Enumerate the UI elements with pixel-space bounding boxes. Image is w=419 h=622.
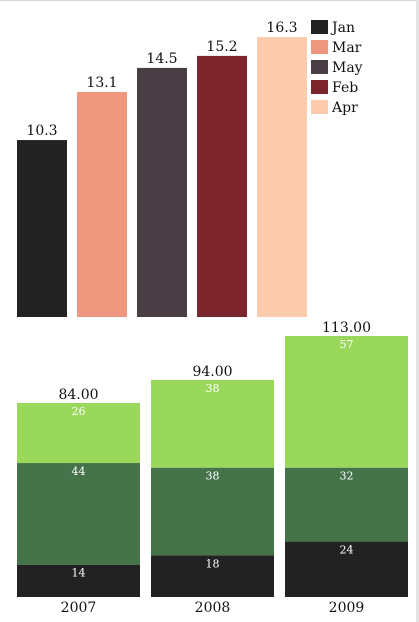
x-tick-2007: 2007 [61, 600, 97, 616]
legend-label-feb: Feb [332, 80, 358, 96]
bar-chart-months: 10.3 13.1 14.5 15.2 16.3 [17, 20, 307, 318]
top-border [0, 0, 419, 1]
data-label-mar: 13.1 [86, 75, 117, 91]
legend-label-jan: Jan [330, 20, 355, 36]
legend-swatch-apr [311, 100, 328, 114]
data-label-apr: 16.3 [266, 20, 297, 36]
legend-swatch-mar [311, 40, 328, 54]
total-label-2009: 113.00 [322, 320, 371, 336]
stack-2008-segment-1 [151, 467, 274, 556]
legend-swatch-feb [311, 80, 328, 94]
bar-feb [197, 55, 247, 318]
bar-jan [17, 140, 67, 317]
segment-label-2009-2: 57 [340, 338, 354, 351]
legend-label-apr: Apr [331, 100, 358, 116]
stacked-bar-chart-years: 14 44 26 84.00 2007 18 38 38 94.00 2008 24 32 57 113.… [17, 320, 408, 616]
right-border [416, 0, 419, 622]
data-label-may: 14.5 [146, 51, 177, 67]
legend: Jan Mar May Feb Apr [311, 20, 363, 116]
stack-2007-segment-1 [17, 463, 140, 565]
segment-label-2009-0: 24 [340, 544, 354, 557]
stack-2007-segment-0 [17, 564, 140, 597]
data-label-feb: 15.2 [206, 39, 237, 55]
data-label-jan: 10.3 [26, 123, 57, 139]
segment-label-2008-1: 38 [206, 470, 220, 483]
stack-2009-segment-0 [285, 541, 408, 597]
segment-label-2007-2: 26 [72, 405, 86, 418]
bar-may [137, 67, 187, 317]
total-label-2008: 94.00 [192, 364, 232, 380]
stack-2007-segment-2 [17, 402, 140, 464]
x-tick-2008: 2008 [195, 600, 231, 616]
bar-apr [257, 37, 307, 317]
segment-label-2009-1: 32 [340, 470, 354, 483]
stack-2008-segment-2 [151, 379, 274, 468]
segment-label-2007-1: 44 [72, 465, 86, 478]
legend-label-mar: Mar [332, 40, 362, 56]
total-label-2007: 84.00 [58, 387, 98, 403]
segment-label-2008-2: 38 [206, 382, 220, 395]
legend-swatch-jan [311, 20, 328, 34]
segment-label-2007-0: 14 [72, 567, 86, 580]
stack-2008-segment-0 [151, 555, 274, 597]
legend-label-may: May [332, 60, 363, 76]
legend-swatch-may [311, 60, 328, 74]
stack-2009-segment-1 [285, 467, 408, 542]
segment-label-2008-0: 18 [206, 557, 220, 570]
stack-2009-segment-2 [285, 336, 408, 468]
x-tick-2009: 2009 [329, 600, 365, 616]
bar-mar [77, 91, 127, 317]
